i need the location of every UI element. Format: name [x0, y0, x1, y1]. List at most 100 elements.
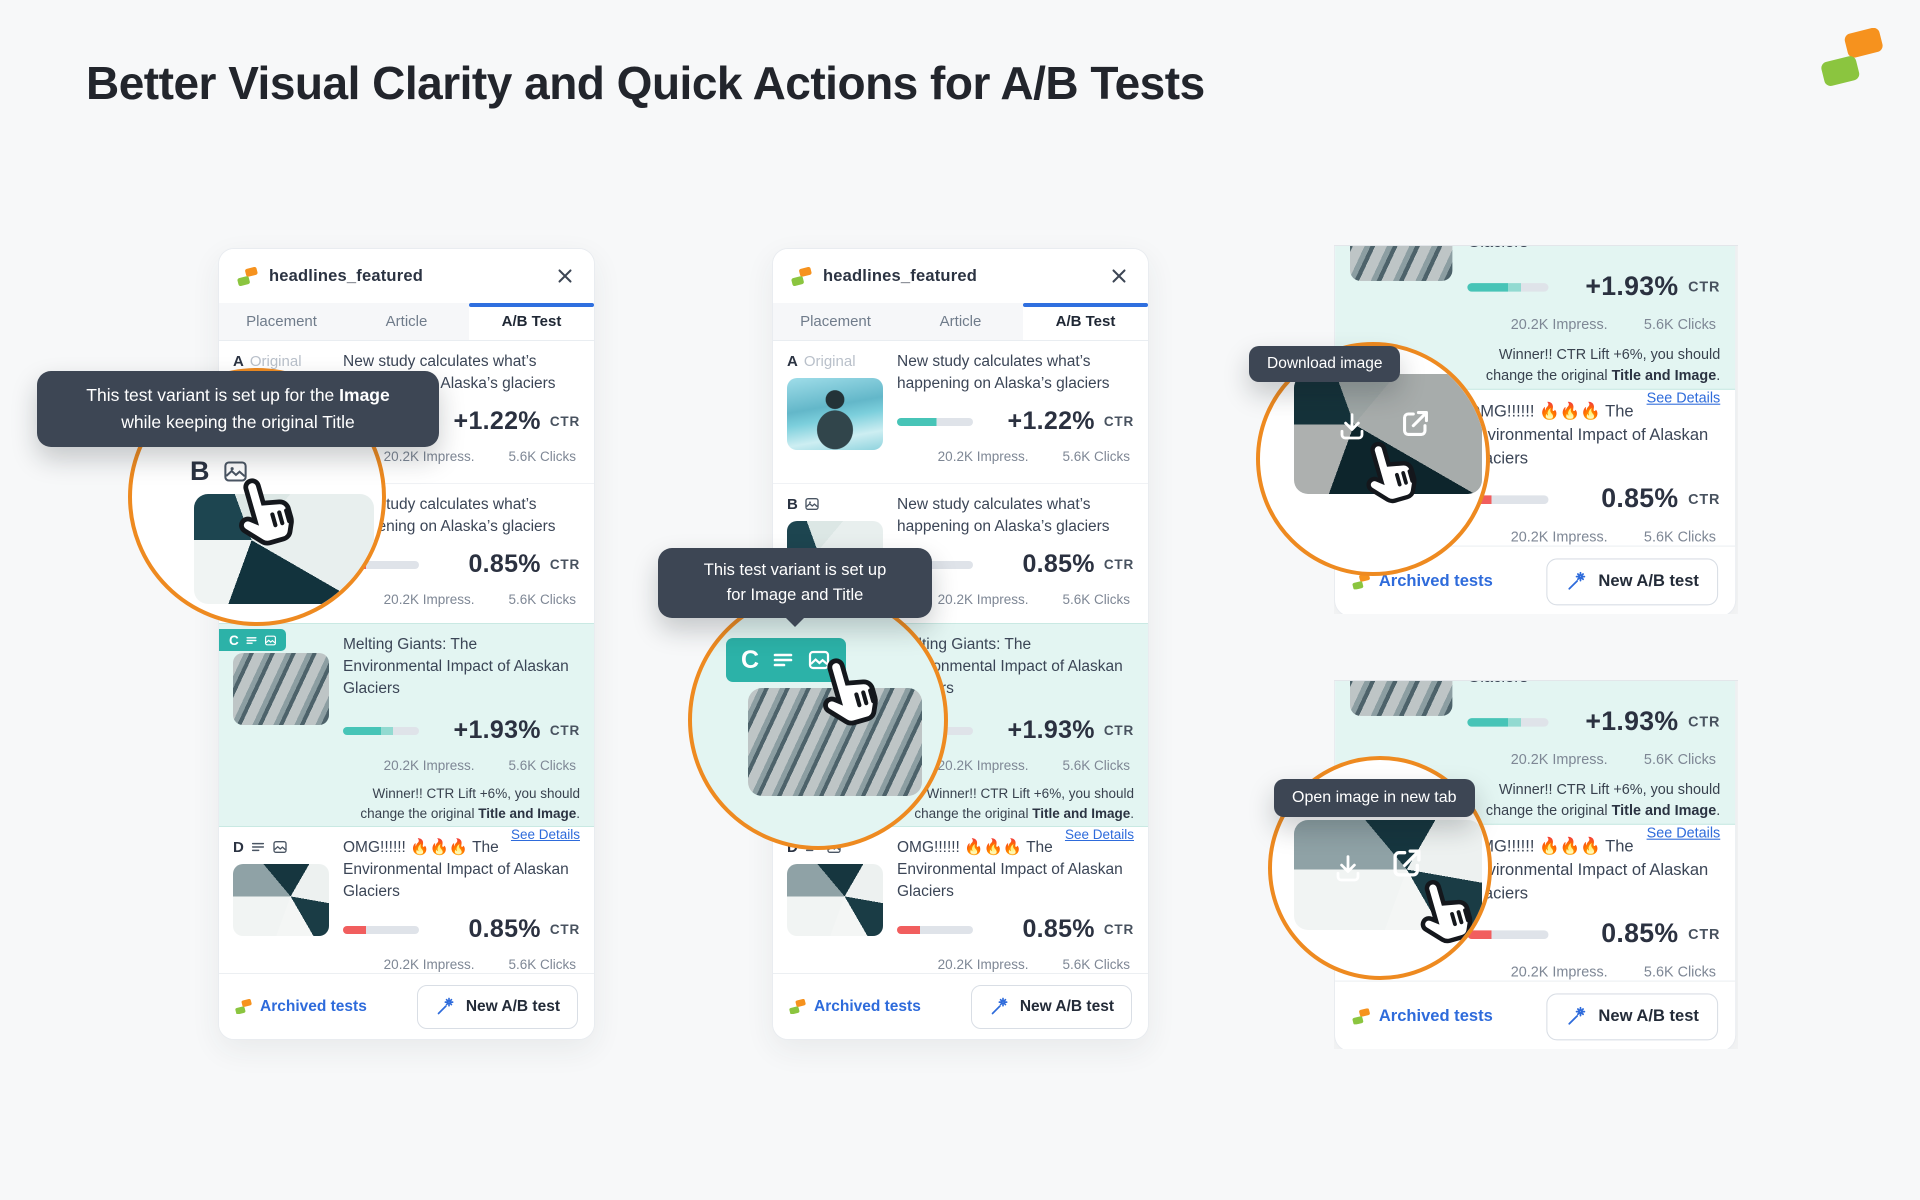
ctr-stat: +1.93% CTR — [1467, 271, 1720, 302]
archived-tests-label: Archived tests — [1378, 571, 1493, 590]
magic-wand-icon — [435, 996, 456, 1017]
winner-sep: . — [1130, 806, 1134, 822]
ctr-progress-bar — [1467, 494, 1549, 504]
ctr-value: 0.85% — [1601, 483, 1679, 514]
ctr-unit: CTR — [549, 557, 580, 572]
open-in-new-tab-icon[interactable] — [1388, 844, 1426, 882]
image-icon — [272, 839, 288, 855]
new-ab-test-button[interactable]: New A/B test — [1546, 557, 1719, 605]
variant-headline: OMG!!!!!! 🔥🔥🔥 The Environmental Impact o… — [1467, 402, 1709, 468]
tab-placement[interactable]: Placement — [246, 313, 317, 330]
ctr-value: +1.93% — [453, 716, 541, 744]
brand-logo-icon — [789, 998, 806, 1015]
variant-row-d[interactable]: D OMG!!!!!! 🔥🔥🔥 The Environmental Impact… — [773, 827, 1148, 973]
new-ab-test-button[interactable]: New A/B test — [970, 984, 1132, 1029]
winner-text: Winner!! CTR Lift +6%, you should change… — [914, 786, 1134, 822]
close-icon[interactable] — [554, 265, 576, 287]
tab-bar: Placement Article A/B Test — [219, 303, 594, 341]
variant-row-a[interactable]: A Original New study calculates what’s h… — [773, 341, 1148, 483]
variant-d-thumbnail[interactable] — [233, 864, 329, 936]
variant-letter: C — [741, 645, 760, 674]
tab-ab-test[interactable]: A/B Test — [1023, 303, 1148, 340]
variant-d-meta: D — [787, 837, 883, 963]
variant-headline: New study calculates what’s happening on… — [897, 353, 1110, 392]
variant-headline: Melting Giants: The Environmental Impact… — [1467, 681, 1720, 689]
variant-change-badge: C — [219, 629, 286, 651]
variant-d-meta: D — [233, 837, 329, 963]
ctr-progress-bar — [343, 726, 419, 735]
variant-headline: New study calculates what’s happening on… — [343, 496, 556, 535]
winner-bold-text: Title and Image — [1611, 367, 1717, 384]
page-title: Better Visual Clarity and Quick Actions … — [86, 57, 1205, 109]
tab-article[interactable]: Article — [939, 313, 982, 330]
variant-c-meta — [1350, 681, 1453, 813]
variant-d-thumbnail[interactable] — [787, 864, 883, 936]
variant-c-thumbnail[interactable] — [1350, 681, 1453, 716]
tooltip-text: for Image and Title — [726, 585, 864, 604]
title-lines-icon — [771, 648, 795, 672]
see-details-link[interactable]: See Details — [1064, 826, 1134, 842]
impressions: 20.2K Impress. — [383, 449, 475, 464]
impressions: 20.2K Impress. — [1510, 751, 1608, 768]
variant-c-thumbnail[interactable] — [233, 653, 329, 725]
variant-letter: A — [233, 352, 244, 370]
winner-note: Winner!! CTR Lift +6%, you should change… — [897, 784, 1134, 845]
archived-tests-label: Archived tests — [260, 997, 367, 1015]
variant-a-thumbnail[interactable] — [787, 378, 883, 450]
clicks: 5.6K Clicks — [1643, 316, 1716, 333]
variant-headline: OMG!!!!!! 🔥🔥🔥 The Environmental Impact o… — [897, 839, 1123, 900]
clicks: 5.6K Clicks — [508, 592, 576, 607]
popup-title: headlines_featured — [823, 266, 977, 285]
see-details-link[interactable]: See Details — [1646, 389, 1721, 406]
clicks: 5.6K Clicks — [1643, 751, 1716, 768]
see-details-link[interactable]: See Details — [1646, 824, 1721, 841]
variant-letter: A — [787, 352, 798, 370]
ctr-value: 0.85% — [1601, 918, 1679, 949]
variant-row-c-winner[interactable]: C Melting Giants: The Environmental Impa… — [1335, 681, 1736, 840]
archived-tests-link[interactable]: Archived tests — [789, 998, 921, 1016]
winner-sep: . — [1716, 802, 1721, 819]
ctr-progress-bar — [343, 925, 419, 934]
variant-row-d[interactable]: D OMG!!!!!! 🔥🔥🔥 The Environmental Impact… — [219, 827, 594, 973]
traffic-stats: 20.2K Impress. 5.6K Clicks — [343, 592, 580, 607]
download-icon[interactable] — [1332, 852, 1364, 884]
brand-logo-icon — [1352, 1007, 1370, 1025]
variant-a-details: New study calculates what’s happening on… — [883, 351, 1134, 473]
variant-letter: B — [190, 456, 210, 486]
ctr-value: +1.22% — [453, 407, 541, 435]
tooltip-image-title-variant: This test variant is set up for Image an… — [658, 548, 932, 626]
tab-article[interactable]: Article — [385, 313, 428, 330]
new-ab-test-label: New A/B test — [1598, 571, 1699, 590]
close-icon[interactable] — [1108, 265, 1130, 287]
archived-tests-link[interactable]: Archived tests — [235, 998, 367, 1016]
traffic-stats: 20.2K Impress. 5.6K Clicks — [1467, 529, 1720, 545]
ctr-progress-bar — [343, 560, 419, 569]
tab-ab-test[interactable]: A/B Test — [469, 303, 594, 340]
variant-c-thumbnail[interactable] — [1350, 246, 1453, 281]
traffic-stats: 20.2K Impress. 5.6K Clicks — [897, 592, 1134, 607]
tab-placement[interactable]: Placement — [800, 313, 871, 330]
new-ab-test-button[interactable]: New A/B test — [1546, 992, 1719, 1040]
ctr-unit: CTR — [1103, 922, 1134, 937]
traffic-stats: 20.2K Impress. 5.6K Clicks — [1467, 751, 1720, 767]
impressions: 20.2K Impress. — [937, 449, 1029, 464]
new-ab-test-button[interactable]: New A/B test — [416, 984, 578, 1029]
winner-bold-text: Title and Image — [1032, 806, 1131, 822]
clicks: 5.6K Clicks — [1062, 592, 1130, 607]
download-icon[interactable] — [1336, 410, 1368, 442]
impressions: 20.2K Impress. — [1510, 528, 1608, 545]
ctr-progress-bar — [1467, 929, 1549, 939]
variant-b-details: New study calculates what’s happening on… — [883, 494, 1134, 613]
variant-row-c-winner[interactable]: C Melting Giants: The Environmental Impa… — [219, 623, 594, 842]
hand-cursor-icon — [1405, 866, 1488, 953]
archived-tests-link[interactable]: Archived tests — [1352, 1007, 1493, 1026]
archived-tests-label: Archived tests — [1378, 1006, 1493, 1025]
clicks: 5.6K Clicks — [1643, 528, 1716, 545]
variant-b-details: New study calculates what’s happening on… — [329, 494, 580, 613]
see-details-link[interactable]: See Details — [510, 826, 580, 842]
open-in-new-tab-icon[interactable] — [1398, 406, 1433, 441]
winner-note: Winner!! CTR Lift +6%, you should change… — [1467, 779, 1720, 844]
ctr-progress-bar — [897, 925, 973, 934]
tooltip-bold-text: Image — [339, 385, 390, 405]
clicks: 5.6K Clicks — [1062, 758, 1130, 773]
